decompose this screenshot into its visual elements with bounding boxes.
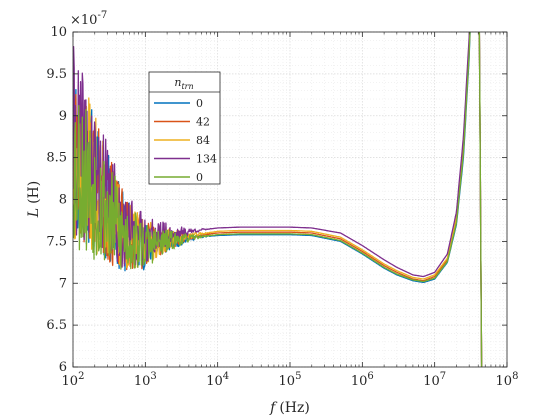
legend-box [148, 71, 221, 185]
x-tick-label: 108 [496, 371, 519, 389]
series-lines [73, 32, 483, 367]
y-tick-label: 7.5 [46, 234, 67, 249]
grid [72, 31, 508, 368]
legend-label: 42 [196, 116, 210, 129]
series-line-4 [73, 32, 483, 367]
y-tick-label: 8.5 [46, 151, 67, 166]
legend-entries: 0 42 84 134 0 [154, 97, 217, 184]
x-tick-label: 107 [423, 371, 446, 389]
y-exponent-label: ×10-7 [70, 10, 107, 28]
y-tick-label: 9 [59, 109, 67, 124]
y-axis-label: L(H) [26, 181, 42, 218]
axis-ticks: 102 103 104 105 106 107 108 6 6.5 7 7.5 8 8.5 9 9.5 10 [46, 25, 518, 389]
legend-label: 134 [196, 153, 217, 166]
legend-title: ntrn [174, 76, 193, 91]
x-tick-label: 106 [351, 371, 374, 389]
y-tick-label: 9.5 [46, 67, 67, 82]
y-tick-label: 10 [50, 25, 67, 40]
y-tick-label: 6.5 [46, 318, 67, 333]
x-tick-label: 102 [62, 371, 85, 389]
legend: ntrn 0 42 84 134 0 [148, 71, 221, 185]
x-tick-label: 104 [206, 371, 229, 389]
x-tick-label: 103 [134, 371, 157, 389]
y-tick-label: 8 [59, 193, 67, 208]
y-tick-label: 6 [59, 360, 67, 375]
legend-label: 84 [196, 134, 210, 147]
x-axis-label: f (Hz) [269, 400, 310, 416]
x-tick-label: 105 [279, 371, 302, 389]
y-tick-label: 7 [59, 276, 67, 291]
legend-label: 0 [196, 171, 203, 184]
legend-label: 0 [196, 97, 203, 110]
